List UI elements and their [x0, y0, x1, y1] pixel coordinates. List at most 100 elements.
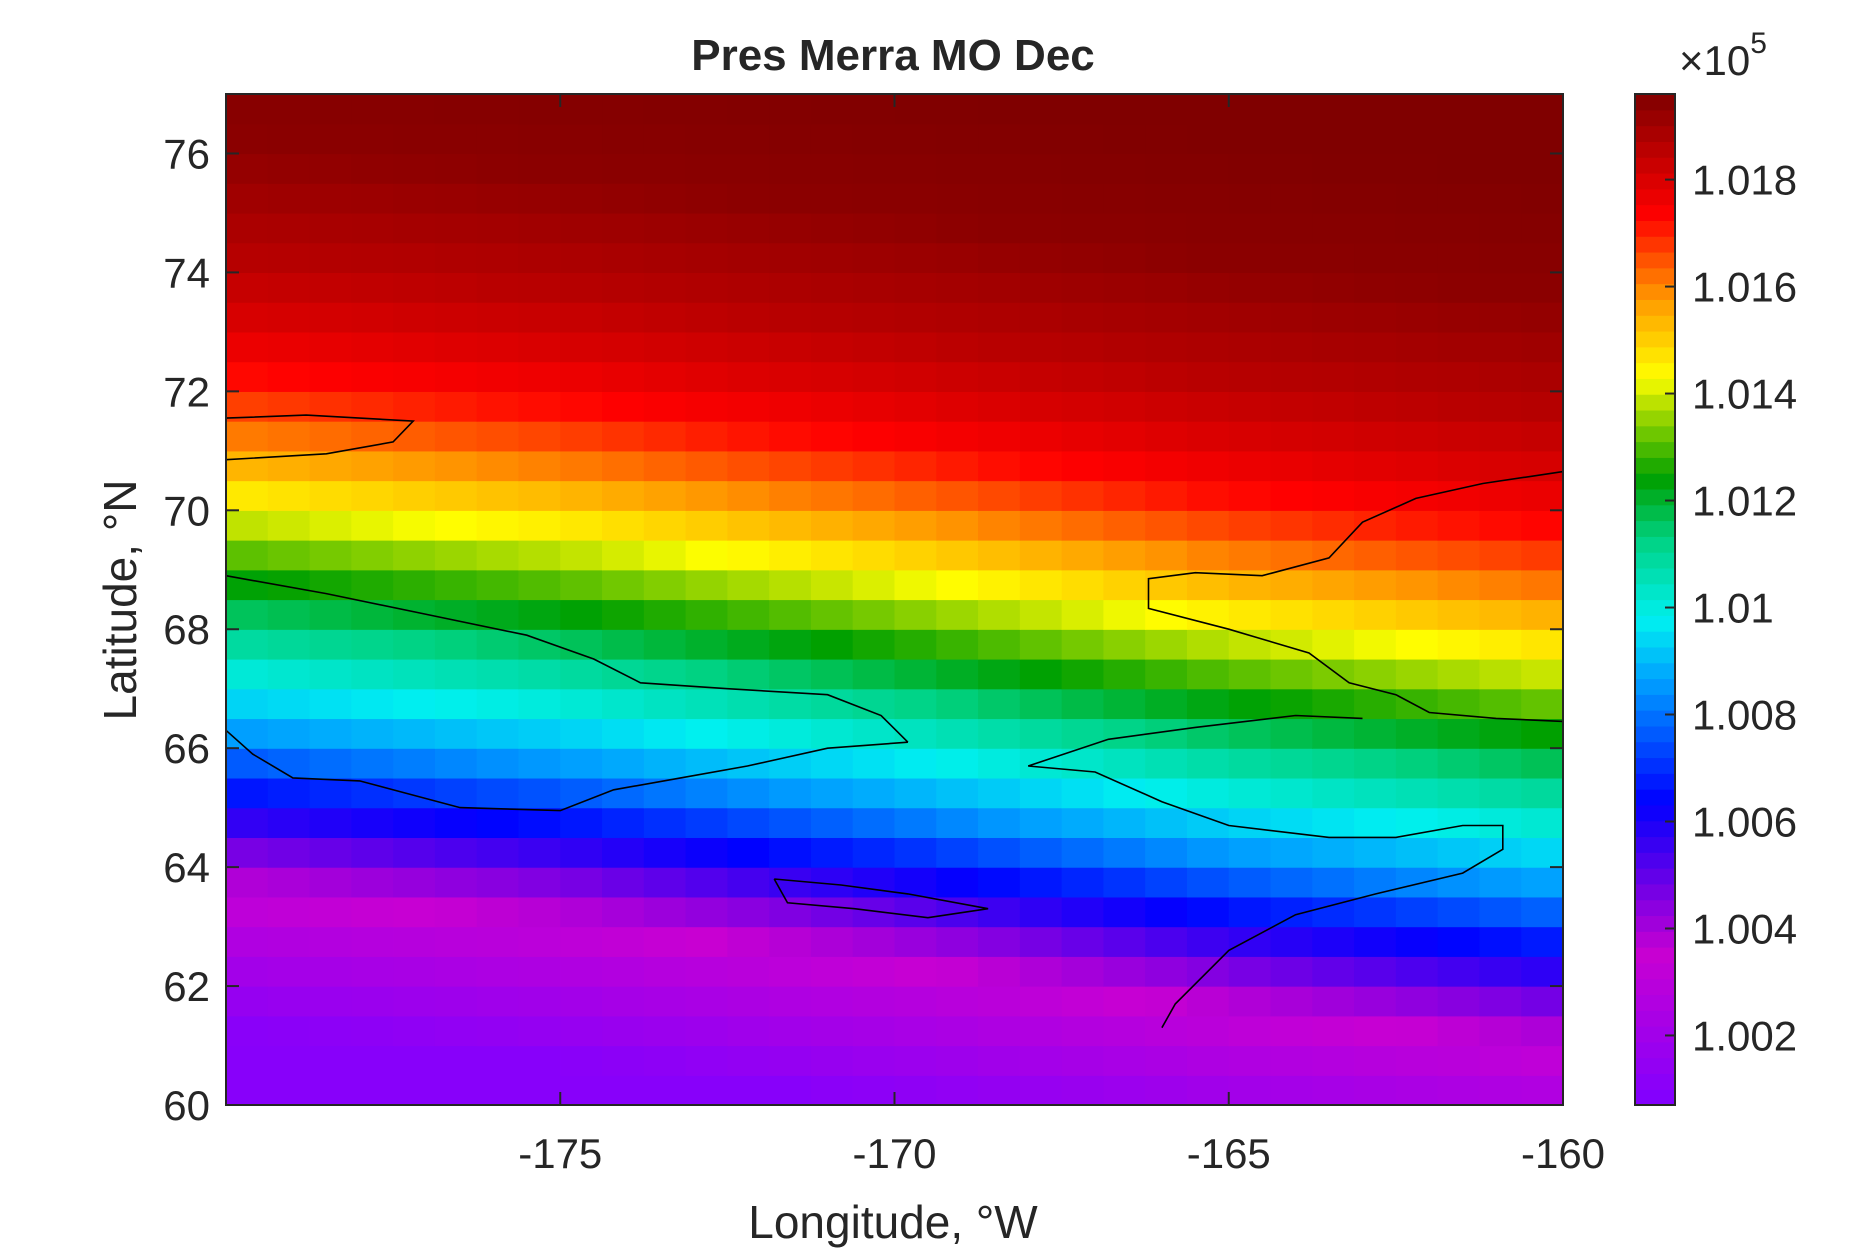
- heatmap-cell: [643, 94, 687, 125]
- heatmap-cell: [685, 450, 728, 482]
- heatmap-cell: [226, 837, 269, 868]
- heatmap-cell: [1437, 450, 1481, 482]
- heatmap-cell: [769, 361, 812, 392]
- colorbar-segment: [1635, 599, 1675, 616]
- heatmap-cell: [476, 1015, 520, 1047]
- heatmap-cell: [1145, 272, 1188, 303]
- heatmap-cell: [1354, 599, 1397, 630]
- heatmap-cell: [267, 153, 311, 184]
- heatmap-cell: [1312, 956, 1355, 987]
- heatmap-cell: [602, 569, 645, 601]
- heatmap-cell: [1270, 94, 1313, 125]
- heatmap-cell: [810, 272, 854, 303]
- heatmap-cell: [1103, 331, 1146, 363]
- heatmap-cell: [643, 1075, 687, 1106]
- heatmap-cell: [1521, 331, 1564, 363]
- heatmap-cell: [894, 153, 937, 184]
- heatmap-cell: [393, 212, 436, 244]
- heatmap-cell: [1145, 867, 1188, 898]
- heatmap-cell: [1479, 926, 1522, 957]
- heatmap-cell: [810, 450, 854, 482]
- heatmap-cell: [1437, 123, 1481, 155]
- heatmap-cell: [1145, 688, 1188, 720]
- heatmap-cell: [1521, 94, 1564, 125]
- heatmap-cell: [1395, 480, 1439, 511]
- heatmap-cell: [309, 688, 352, 720]
- heatmap-cell: [643, 718, 687, 749]
- heatmap-cell: [1354, 361, 1397, 392]
- heatmap-cell: [267, 986, 311, 1017]
- heatmap-cell: [643, 807, 687, 838]
- heatmap-cell: [1437, 212, 1481, 244]
- heatmap-cell: [1228, 212, 1272, 244]
- heatmap-cell: [1103, 272, 1146, 303]
- heatmap-cell: [810, 837, 854, 868]
- heatmap-cell: [978, 540, 1021, 571]
- heatmap-cell: [1479, 212, 1522, 244]
- heatmap-cell: [1061, 599, 1105, 630]
- heatmap-cell: [1312, 183, 1355, 214]
- heatmap-cell: [1270, 599, 1313, 630]
- heatmap-cell: [810, 331, 854, 363]
- heatmap-cell: [936, 896, 979, 928]
- heatmap-cell: [936, 926, 979, 957]
- heatmap-cell: [518, 94, 561, 125]
- colorbar-segment: [1635, 251, 1675, 269]
- heatmap-cell: [852, 242, 896, 274]
- heatmap-cell: [1521, 777, 1564, 809]
- heatmap-cell: [1354, 123, 1397, 155]
- heatmap-cell: [476, 153, 520, 184]
- heatmap-cell: [769, 569, 812, 601]
- heatmap-cell: [393, 391, 436, 422]
- heatmap-cell: [1270, 926, 1313, 957]
- heatmap-cell: [1395, 599, 1439, 630]
- heatmap-cell: [1019, 480, 1063, 511]
- heatmap-cell: [1521, 1045, 1564, 1076]
- heatmap-cell: [1479, 896, 1522, 928]
- heatmap-cell: [1437, 242, 1481, 274]
- heatmap-cell: [518, 1015, 561, 1047]
- heatmap-cell: [1103, 153, 1146, 184]
- heatmap-cell: [1312, 1045, 1355, 1076]
- heatmap-cell: [769, 153, 812, 184]
- heatmap-cell: [226, 421, 269, 452]
- heatmap-cell: [476, 926, 520, 957]
- heatmap-cell: [1270, 183, 1313, 214]
- heatmap-cell: [1479, 540, 1522, 571]
- heatmap-cell: [560, 1075, 603, 1106]
- heatmap-cell: [226, 242, 269, 274]
- heatmap-cell: [1061, 450, 1105, 482]
- colorbar-segment: [1635, 188, 1675, 206]
- heatmap-cell: [351, 658, 394, 690]
- heatmap-cell: [226, 1015, 269, 1047]
- heatmap-cell: [685, 540, 728, 571]
- heatmap-cell: [393, 658, 436, 690]
- heatmap-cell: [267, 361, 311, 392]
- heatmap-cell: [936, 510, 979, 541]
- heatmap-cell: [1270, 1015, 1313, 1047]
- heatmap-cell: [769, 1015, 812, 1047]
- heatmap-cell: [602, 807, 645, 838]
- heatmap-cell: [1395, 986, 1439, 1017]
- heatmap-cell: [1061, 302, 1105, 333]
- heatmap-cell: [936, 153, 979, 184]
- heatmap-cell: [894, 658, 937, 690]
- heatmap-cell: [727, 896, 770, 928]
- heatmap-cell: [1521, 658, 1564, 690]
- y-tick-label: 68: [163, 606, 210, 653]
- heatmap-cell: [1019, 153, 1063, 184]
- heatmap-cell: [1228, 510, 1272, 541]
- heatmap-cell: [978, 629, 1021, 660]
- heatmap-cell: [226, 480, 269, 511]
- heatmap-cell: [434, 123, 478, 155]
- colorbar-segment: [1635, 378, 1675, 395]
- heatmap-cell: [894, 569, 937, 601]
- heatmap-cell: [1521, 599, 1564, 630]
- heatmap-cell: [434, 777, 478, 809]
- heatmap-cell: [560, 748, 603, 779]
- heatmap-cell: [267, 599, 311, 630]
- heatmap-cell: [1354, 569, 1397, 601]
- heatmap-cell: [1312, 331, 1355, 363]
- heatmap-cell: [1395, 421, 1439, 452]
- heatmap-cell: [894, 896, 937, 928]
